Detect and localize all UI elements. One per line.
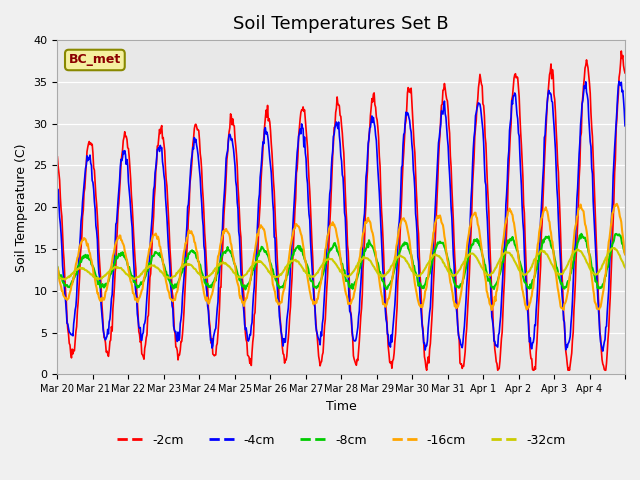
-2cm [423, 367, 431, 373]
-4cm [120, 151, 128, 156]
-8cm [120, 254, 128, 260]
-2cm [618, 48, 625, 54]
-8cm [225, 247, 232, 253]
-4cm [432, 199, 440, 205]
Title: Soil Temperatures Set B: Soil Temperatures Set B [234, 15, 449, 33]
Line: -16cm: -16cm [58, 204, 625, 310]
-8cm [621, 251, 629, 256]
-32cm [611, 245, 618, 251]
Legend: -2cm, -4cm, -8cm, -16cm, -32cm: -2cm, -4cm, -8cm, -16cm, -32cm [112, 429, 570, 452]
-4cm [400, 132, 408, 137]
-8cm [577, 231, 585, 237]
Line: -2cm: -2cm [58, 51, 625, 370]
-2cm [54, 154, 61, 160]
-16cm [613, 201, 621, 207]
-2cm [120, 134, 128, 140]
Line: -32cm: -32cm [58, 248, 625, 280]
-4cm [274, 295, 282, 301]
-2cm [400, 150, 408, 156]
-32cm [54, 274, 61, 279]
-16cm [225, 230, 232, 236]
-2cm [274, 269, 282, 275]
-32cm [61, 277, 68, 283]
-8cm [54, 264, 61, 270]
-8cm [241, 287, 249, 292]
-16cm [432, 219, 440, 225]
Line: -4cm: -4cm [58, 81, 625, 351]
-16cm [488, 307, 495, 313]
X-axis label: Time: Time [326, 400, 356, 413]
-16cm [621, 252, 629, 257]
-16cm [120, 243, 128, 249]
-4cm [621, 123, 629, 129]
-16cm [253, 238, 260, 244]
-32cm [121, 269, 129, 275]
Line: -8cm: -8cm [58, 234, 625, 289]
-16cm [54, 264, 61, 270]
-16cm [274, 300, 282, 306]
-2cm [253, 276, 260, 282]
-2cm [225, 137, 232, 143]
-8cm [401, 240, 408, 245]
-32cm [253, 259, 261, 265]
-32cm [621, 264, 629, 270]
-4cm [253, 248, 260, 254]
-4cm [54, 186, 61, 192]
-32cm [225, 263, 233, 269]
-4cm [615, 78, 623, 84]
-8cm [275, 283, 282, 288]
Y-axis label: Soil Temperature (C): Soil Temperature (C) [15, 143, 28, 272]
-4cm [225, 139, 232, 144]
-32cm [401, 255, 408, 261]
Text: BC_met: BC_met [68, 53, 121, 67]
-2cm [433, 213, 440, 218]
-8cm [253, 254, 261, 260]
-16cm [400, 216, 408, 221]
-2cm [621, 70, 629, 76]
-4cm [599, 348, 607, 354]
-8cm [433, 244, 440, 250]
-32cm [275, 274, 282, 280]
-32cm [433, 252, 440, 258]
